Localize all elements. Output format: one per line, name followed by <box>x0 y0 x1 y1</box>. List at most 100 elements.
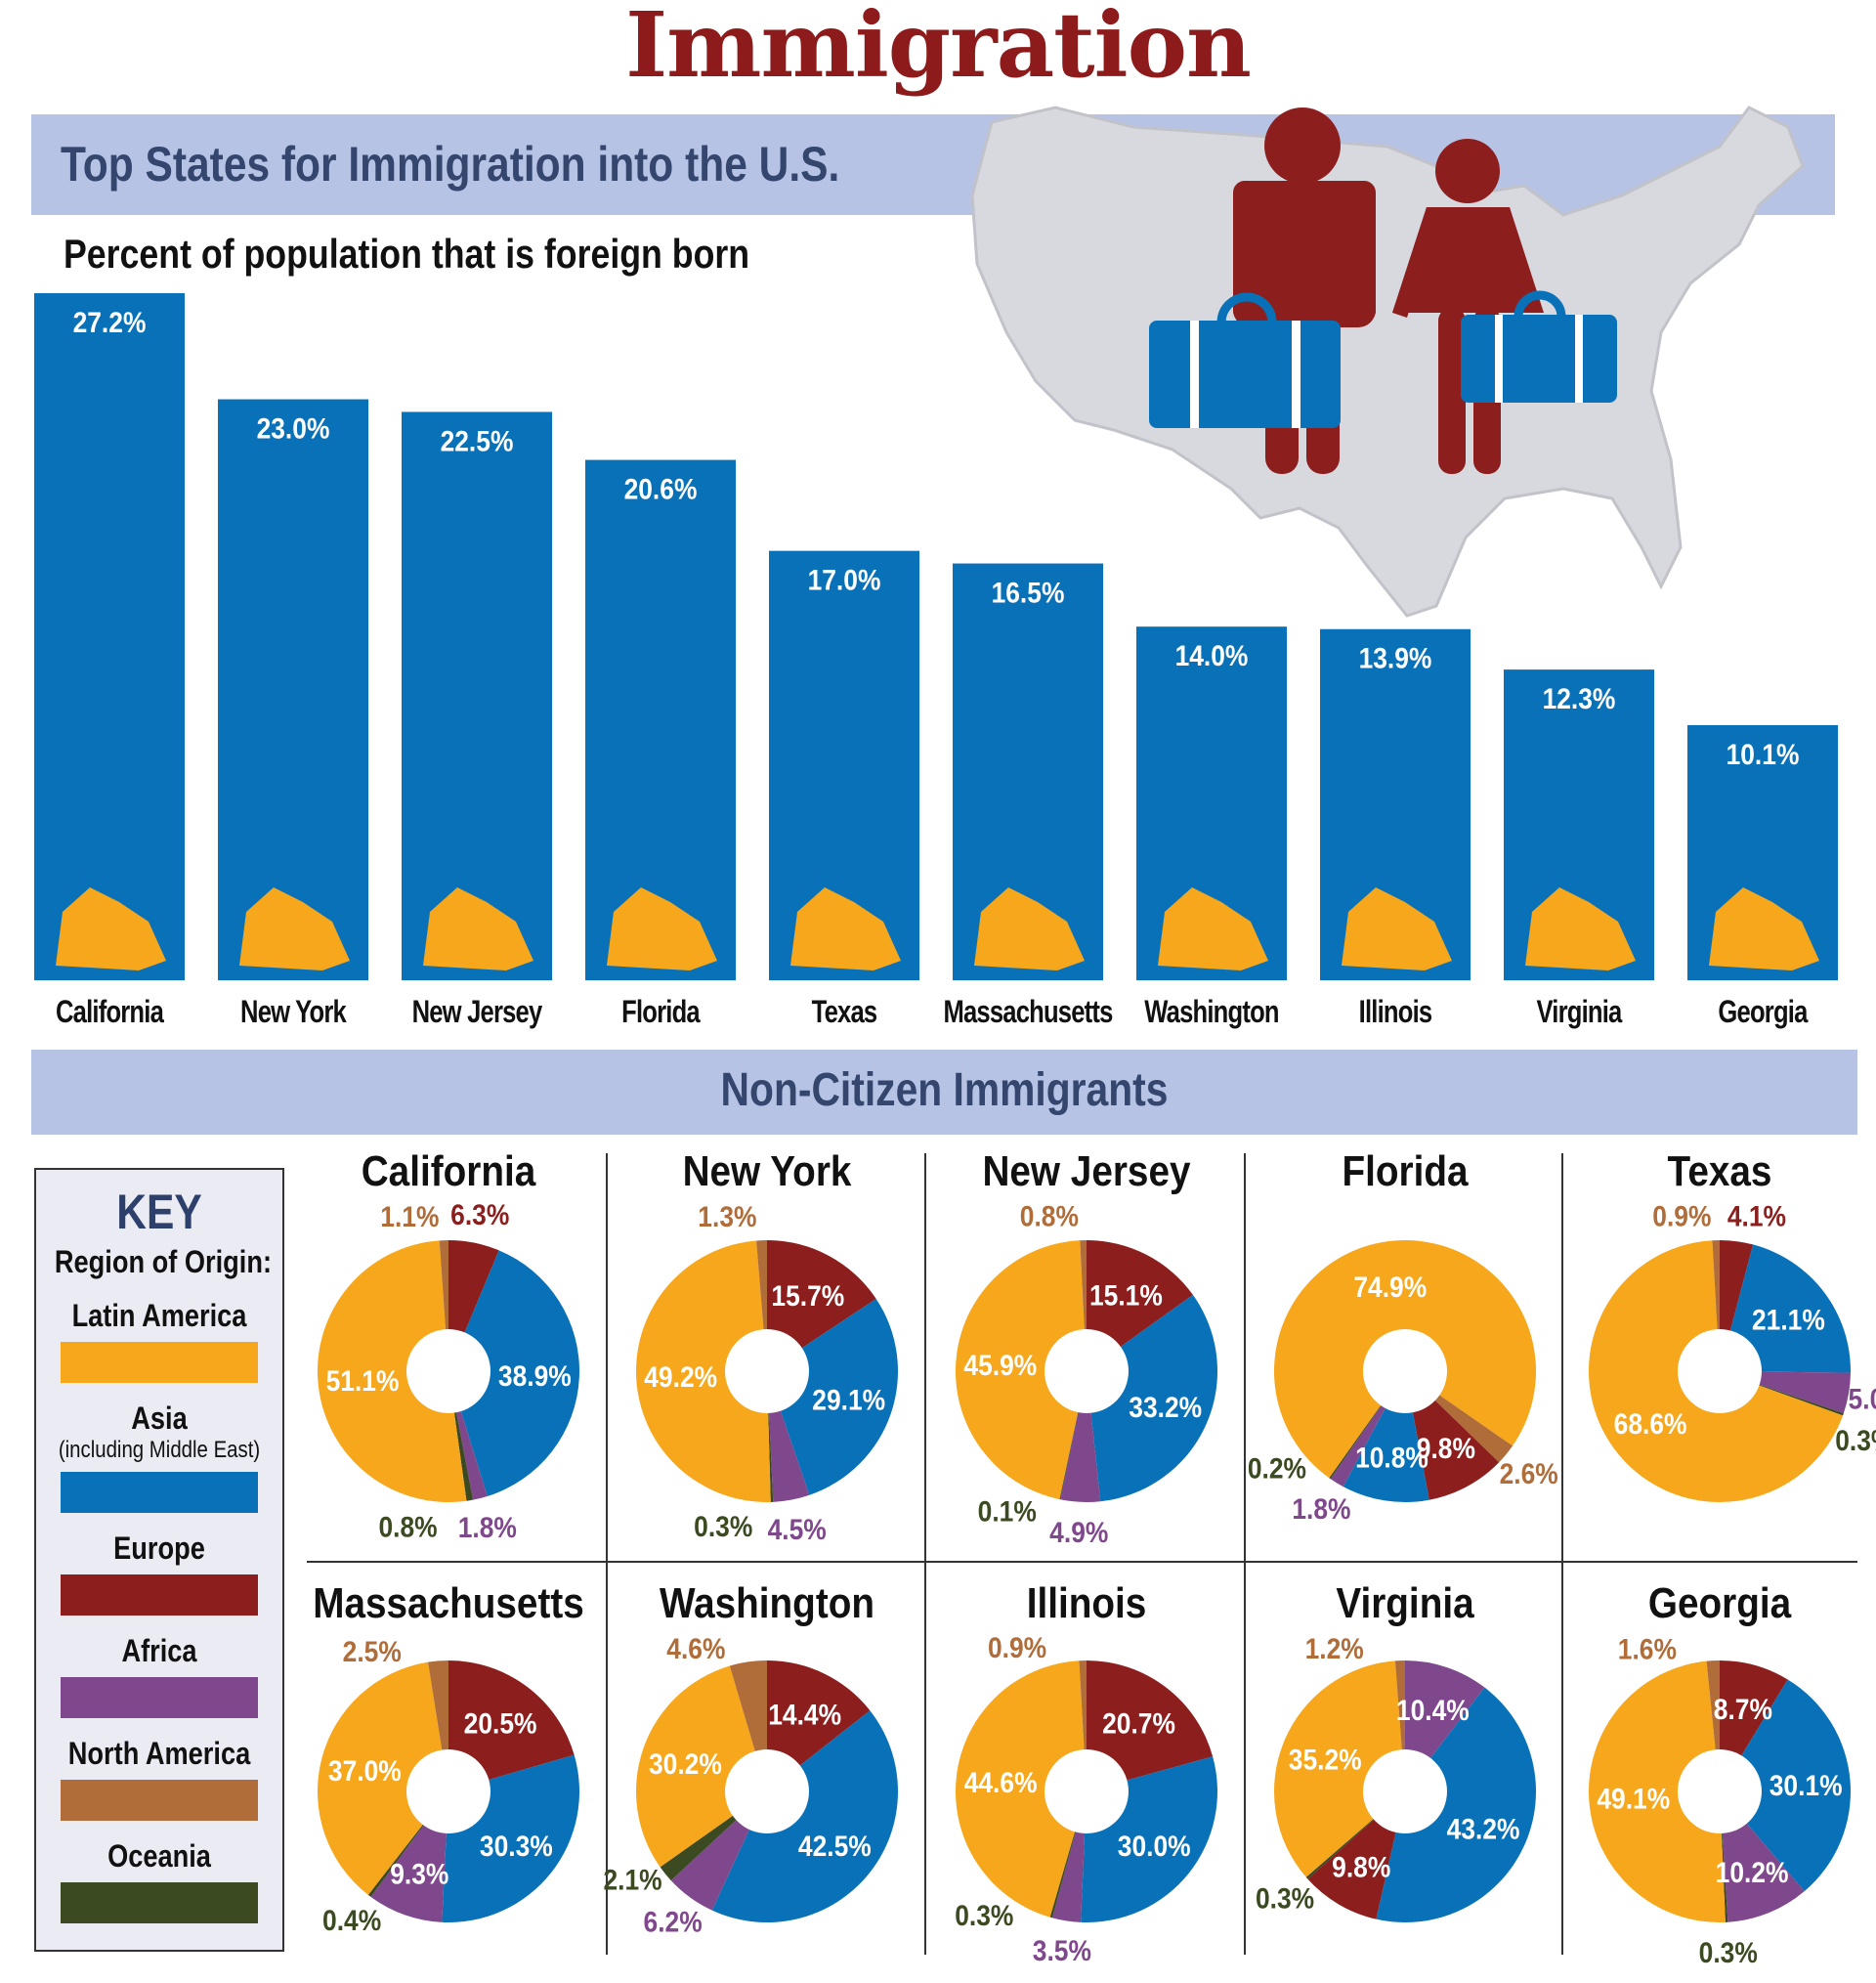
bar-category-label: Washington <box>1144 995 1278 1029</box>
pie-value-label: 37.0% <box>328 1753 402 1787</box>
pie-slice-asia <box>442 1754 579 1922</box>
pie-hole <box>725 1329 809 1413</box>
pie-title: Virginia <box>1336 1578 1474 1627</box>
pie-slice-north-america <box>1394 1660 1405 1791</box>
pie-slice-latin-america <box>1588 1240 1844 1502</box>
pie-value-label: 30.3% <box>480 1829 553 1862</box>
banner-title: Non-Citizen Immigrants <box>720 1064 1169 1116</box>
bar-category-label: New York <box>240 995 347 1029</box>
pie-value-label: 4.9% <box>1049 1515 1108 1548</box>
legend-item: Asia (including Middle East) <box>36 1401 282 1513</box>
pie-value-label: 0.3% <box>1699 1935 1758 1968</box>
legend-item: Africa <box>36 1633 282 1718</box>
pie-slice-north-america <box>1405 1371 1514 1463</box>
state-silhouette-icon <box>239 887 350 970</box>
pie-value-label: 0.9% <box>1652 1199 1711 1232</box>
pie-slice-oceania <box>660 1791 767 1881</box>
pie-slice-north-america <box>1712 1240 1720 1371</box>
woman-figure-icon <box>1392 139 1544 474</box>
pie-title: New York <box>683 1146 853 1195</box>
pie-value-label: 2.1% <box>603 1863 661 1896</box>
pie-value-label: 1.2% <box>1305 1631 1364 1664</box>
bar-value-label: 27.2% <box>73 305 147 338</box>
bar-value-label: 16.5% <box>992 576 1065 609</box>
pie-slice-asia <box>1720 1244 1851 1373</box>
legend-swatch <box>61 1472 258 1513</box>
pie-value-label: 15.1% <box>1089 1278 1163 1312</box>
pie-new-york: New York 15.7% 29.1% 49.2% 4.5% 0.3% 1.3% <box>635 1146 898 1545</box>
state-silhouette-icon <box>1158 887 1268 970</box>
bar-new-york <box>218 399 368 980</box>
pie-slice-africa <box>448 1371 488 1500</box>
pie-virginia: Virginia 10.4% 43.2% 9.8% 35.2% 0.3% 1.2% <box>1256 1578 1536 1923</box>
bar-value-label: 23.0% <box>257 411 330 445</box>
pie-value-label: 9.8% <box>1417 1431 1475 1464</box>
pie-georgia: Georgia 8.7% 30.1% 10.2% 49.1% 0.3% 1.6% <box>1588 1578 1851 1968</box>
pie-slice-europe <box>1720 1660 1788 1791</box>
legend-label: Oceania <box>107 1838 211 1874</box>
legend-subtitle: Region of Origin: <box>54 1244 273 1279</box>
legend-item: Latin America <box>36 1298 282 1383</box>
page-title: Immigration <box>625 0 1252 98</box>
suitcase-icon <box>1461 290 1617 403</box>
pie-slice-north-america <box>439 1240 448 1371</box>
pie-title: Texas <box>1668 1146 1772 1195</box>
pie-value-label: 51.1% <box>326 1364 400 1398</box>
bar-chart-subtitle: Percent of population that is foreign bo… <box>64 231 750 277</box>
pie-value-label: 1.1% <box>380 1199 439 1232</box>
pie-value-label: 45.9% <box>963 1348 1037 1381</box>
pie-value-label: 49.2% <box>644 1359 717 1393</box>
legend-title: KEY <box>116 1185 202 1239</box>
pie-texas: Texas 21.1% 68.6% 4.1% 5.0% 0.3% 0.9% <box>1588 1146 1876 1502</box>
non-citizen-banner: Non-Citizen Immigrants <box>31 1050 1857 1135</box>
pie-massachusetts: Massachusetts 20.5% 30.3% 9.3% 37.0% 0.4% 2.5% <box>313 1578 584 1937</box>
bar-new-jersey <box>402 411 552 981</box>
pie-slice-oceania <box>1720 1371 1844 1416</box>
pie-slice-north-america <box>428 1660 448 1791</box>
pie-slice-latin-america <box>1274 1239 1536 1479</box>
pie-slice-asia <box>1081 1756 1217 1922</box>
pie-value-label: 15.7% <box>771 1278 844 1312</box>
pie-value-label: 0.2% <box>1248 1451 1306 1485</box>
pie-new-jersey: New Jersey 15.1% 33.2% 45.9% 4.9% 0.1% 0.8% <box>955 1146 1217 1548</box>
pie-value-label: 2.5% <box>343 1634 402 1667</box>
pie-value-label: 21.1% <box>1752 1303 1825 1336</box>
pie-california: California 38.9% 51.1% 6.3% 1.8% 0.8% 1.1% <box>317 1146 580 1543</box>
pie-value-label: 42.5% <box>798 1829 872 1862</box>
pie-value-label: 2.6% <box>1500 1457 1558 1490</box>
legend-item: North America <box>36 1736 282 1821</box>
pie-slice-oceania <box>1049 1791 1087 1918</box>
bar-california <box>34 293 185 980</box>
pie-value-label: 20.5% <box>464 1706 537 1740</box>
pie-title: New Jersey <box>982 1146 1190 1195</box>
pie-slice-latin-america <box>956 1660 1087 1918</box>
pie-value-label: 0.3% <box>694 1509 752 1542</box>
legend-note: (including Middle East) <box>58 1437 261 1463</box>
bar-value-label: 17.0% <box>808 563 881 596</box>
pie-value-label: 9.3% <box>390 1857 448 1890</box>
pie-value-label: 4.6% <box>666 1631 725 1664</box>
pie-value-label: 6.2% <box>644 1905 703 1938</box>
legend-item: Europe <box>36 1530 282 1616</box>
pie-slice-europe <box>1720 1240 1754 1371</box>
pie-hole <box>1363 1749 1447 1833</box>
pie-slice-africa <box>1052 1791 1087 1922</box>
state-silhouette-icon <box>974 887 1085 970</box>
pie-value-label: 30.0% <box>1118 1829 1191 1862</box>
pie-slice-north-america <box>1080 1240 1087 1371</box>
pie-value-label: 0.8% <box>378 1510 437 1543</box>
pie-value-label: 49.1% <box>1597 1782 1670 1815</box>
bar-category-label: Illinois <box>1359 995 1432 1029</box>
us-map-icon <box>970 106 1805 618</box>
pie-value-label: 10.2% <box>1716 1855 1789 1888</box>
pie-slice-europe <box>448 1240 499 1371</box>
state-silhouette-icon <box>1709 887 1819 970</box>
pie-slice-asia <box>711 1710 899 1923</box>
pie-value-label: 0.9% <box>988 1631 1046 1664</box>
pie-slice-latin-america <box>1588 1660 1726 1922</box>
legend-label: Latin America <box>71 1298 247 1333</box>
pie-slice-oceania <box>1720 1791 1728 1922</box>
bar-category-label: California <box>56 995 165 1029</box>
pie-value-label: 0.3% <box>955 1899 1013 1932</box>
pie-slice-europe <box>448 1660 575 1791</box>
